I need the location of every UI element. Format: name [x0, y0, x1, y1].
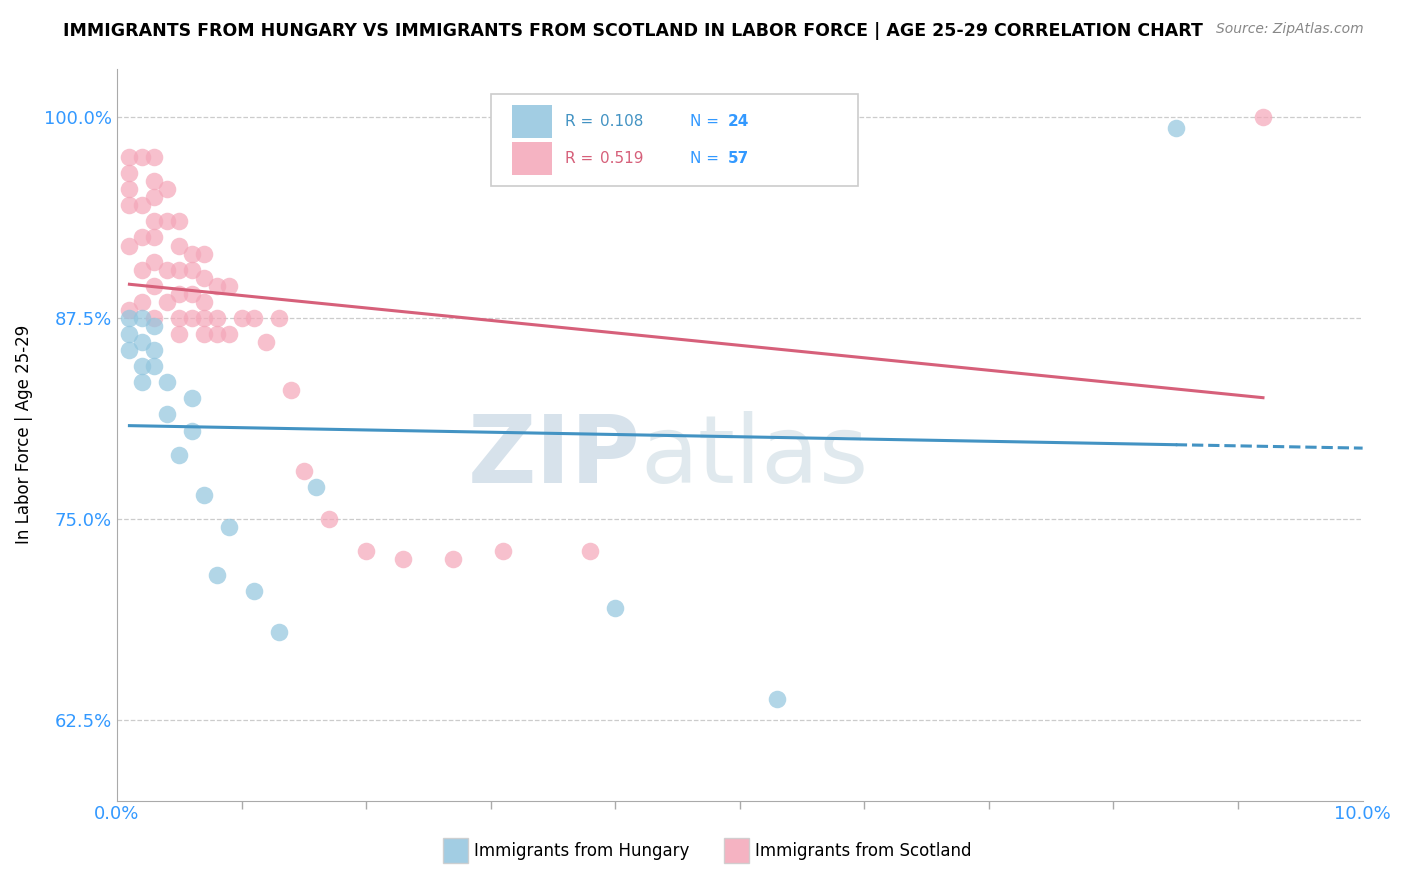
Point [579, 544, 602, 558]
Point [267, 310, 290, 325]
Point [218, 278, 240, 293]
Point [143, 343, 166, 357]
Point [156, 376, 179, 390]
Point [143, 254, 166, 268]
Point [167, 326, 190, 341]
Text: 57: 57 [727, 151, 748, 166]
FancyBboxPatch shape [512, 105, 551, 138]
Text: atlas: atlas [640, 410, 869, 502]
Point [354, 544, 377, 558]
Point [167, 448, 190, 462]
Text: 24: 24 [727, 114, 749, 128]
Point [131, 262, 153, 277]
Point [143, 278, 166, 293]
Text: ZIP: ZIP [467, 410, 640, 502]
Point [131, 198, 153, 212]
Point [766, 692, 789, 706]
Text: R =: R = [565, 114, 599, 128]
Point [180, 310, 202, 325]
Point [205, 278, 228, 293]
Point [156, 182, 179, 196]
Point [143, 230, 166, 244]
Point [193, 270, 215, 285]
Point [193, 326, 215, 341]
Point [156, 294, 179, 309]
Point [131, 230, 153, 244]
Point [180, 424, 202, 438]
Point [118, 310, 141, 325]
Point [118, 238, 141, 252]
Point [131, 376, 153, 390]
Point [193, 246, 215, 260]
FancyBboxPatch shape [491, 95, 858, 186]
Point [143, 214, 166, 228]
Point [267, 624, 290, 639]
Text: Immigrants from Scotland: Immigrants from Scotland [755, 842, 972, 860]
Point [118, 326, 141, 341]
Point [605, 600, 627, 615]
Point [492, 544, 515, 558]
Point [392, 552, 415, 566]
Y-axis label: In Labor Force | Age 25-29: In Labor Force | Age 25-29 [15, 325, 32, 544]
Point [218, 520, 240, 534]
Point [180, 246, 202, 260]
Point [205, 310, 228, 325]
Point [231, 310, 253, 325]
Point [205, 326, 228, 341]
Point [167, 286, 190, 301]
Point [1164, 121, 1187, 136]
Text: IMMIGRANTS FROM HUNGARY VS IMMIGRANTS FROM SCOTLAND IN LABOR FORCE | AGE 25-29 C: IMMIGRANTS FROM HUNGARY VS IMMIGRANTS FR… [63, 22, 1204, 40]
Point [318, 512, 340, 526]
Point [143, 190, 166, 204]
FancyBboxPatch shape [512, 142, 551, 175]
Point [193, 294, 215, 309]
Point [256, 334, 278, 349]
Point [143, 150, 166, 164]
Point [193, 488, 215, 502]
Point [243, 310, 266, 325]
Point [803, 113, 825, 128]
Point [118, 343, 141, 357]
Point [156, 262, 179, 277]
Point [118, 150, 141, 164]
Point [143, 310, 166, 325]
Point [156, 214, 179, 228]
Text: N =: N = [690, 151, 724, 166]
Text: Source: ZipAtlas.com: Source: ZipAtlas.com [1216, 22, 1364, 37]
Point [305, 480, 328, 494]
Point [180, 392, 202, 406]
Text: 0.108: 0.108 [600, 114, 644, 128]
Point [180, 262, 202, 277]
Point [167, 310, 190, 325]
Text: 0.519: 0.519 [600, 151, 644, 166]
Point [193, 310, 215, 325]
Point [1251, 110, 1274, 124]
Point [205, 568, 228, 582]
Point [118, 302, 141, 317]
Point [118, 182, 141, 196]
Point [143, 174, 166, 188]
Point [180, 286, 202, 301]
Text: R =: R = [565, 151, 599, 166]
Text: N =: N = [690, 114, 724, 128]
Point [292, 464, 315, 478]
Point [143, 359, 166, 374]
Point [441, 552, 464, 566]
Point [131, 359, 153, 374]
Point [131, 334, 153, 349]
Point [156, 408, 179, 422]
Point [118, 198, 141, 212]
Point [218, 326, 240, 341]
Point [167, 214, 190, 228]
Point [280, 384, 302, 398]
Point [131, 150, 153, 164]
Point [143, 318, 166, 333]
Text: Immigrants from Hungary: Immigrants from Hungary [474, 842, 689, 860]
Point [167, 238, 190, 252]
Point [243, 584, 266, 599]
Point [118, 166, 141, 180]
Point [131, 310, 153, 325]
Point [167, 262, 190, 277]
Point [131, 294, 153, 309]
